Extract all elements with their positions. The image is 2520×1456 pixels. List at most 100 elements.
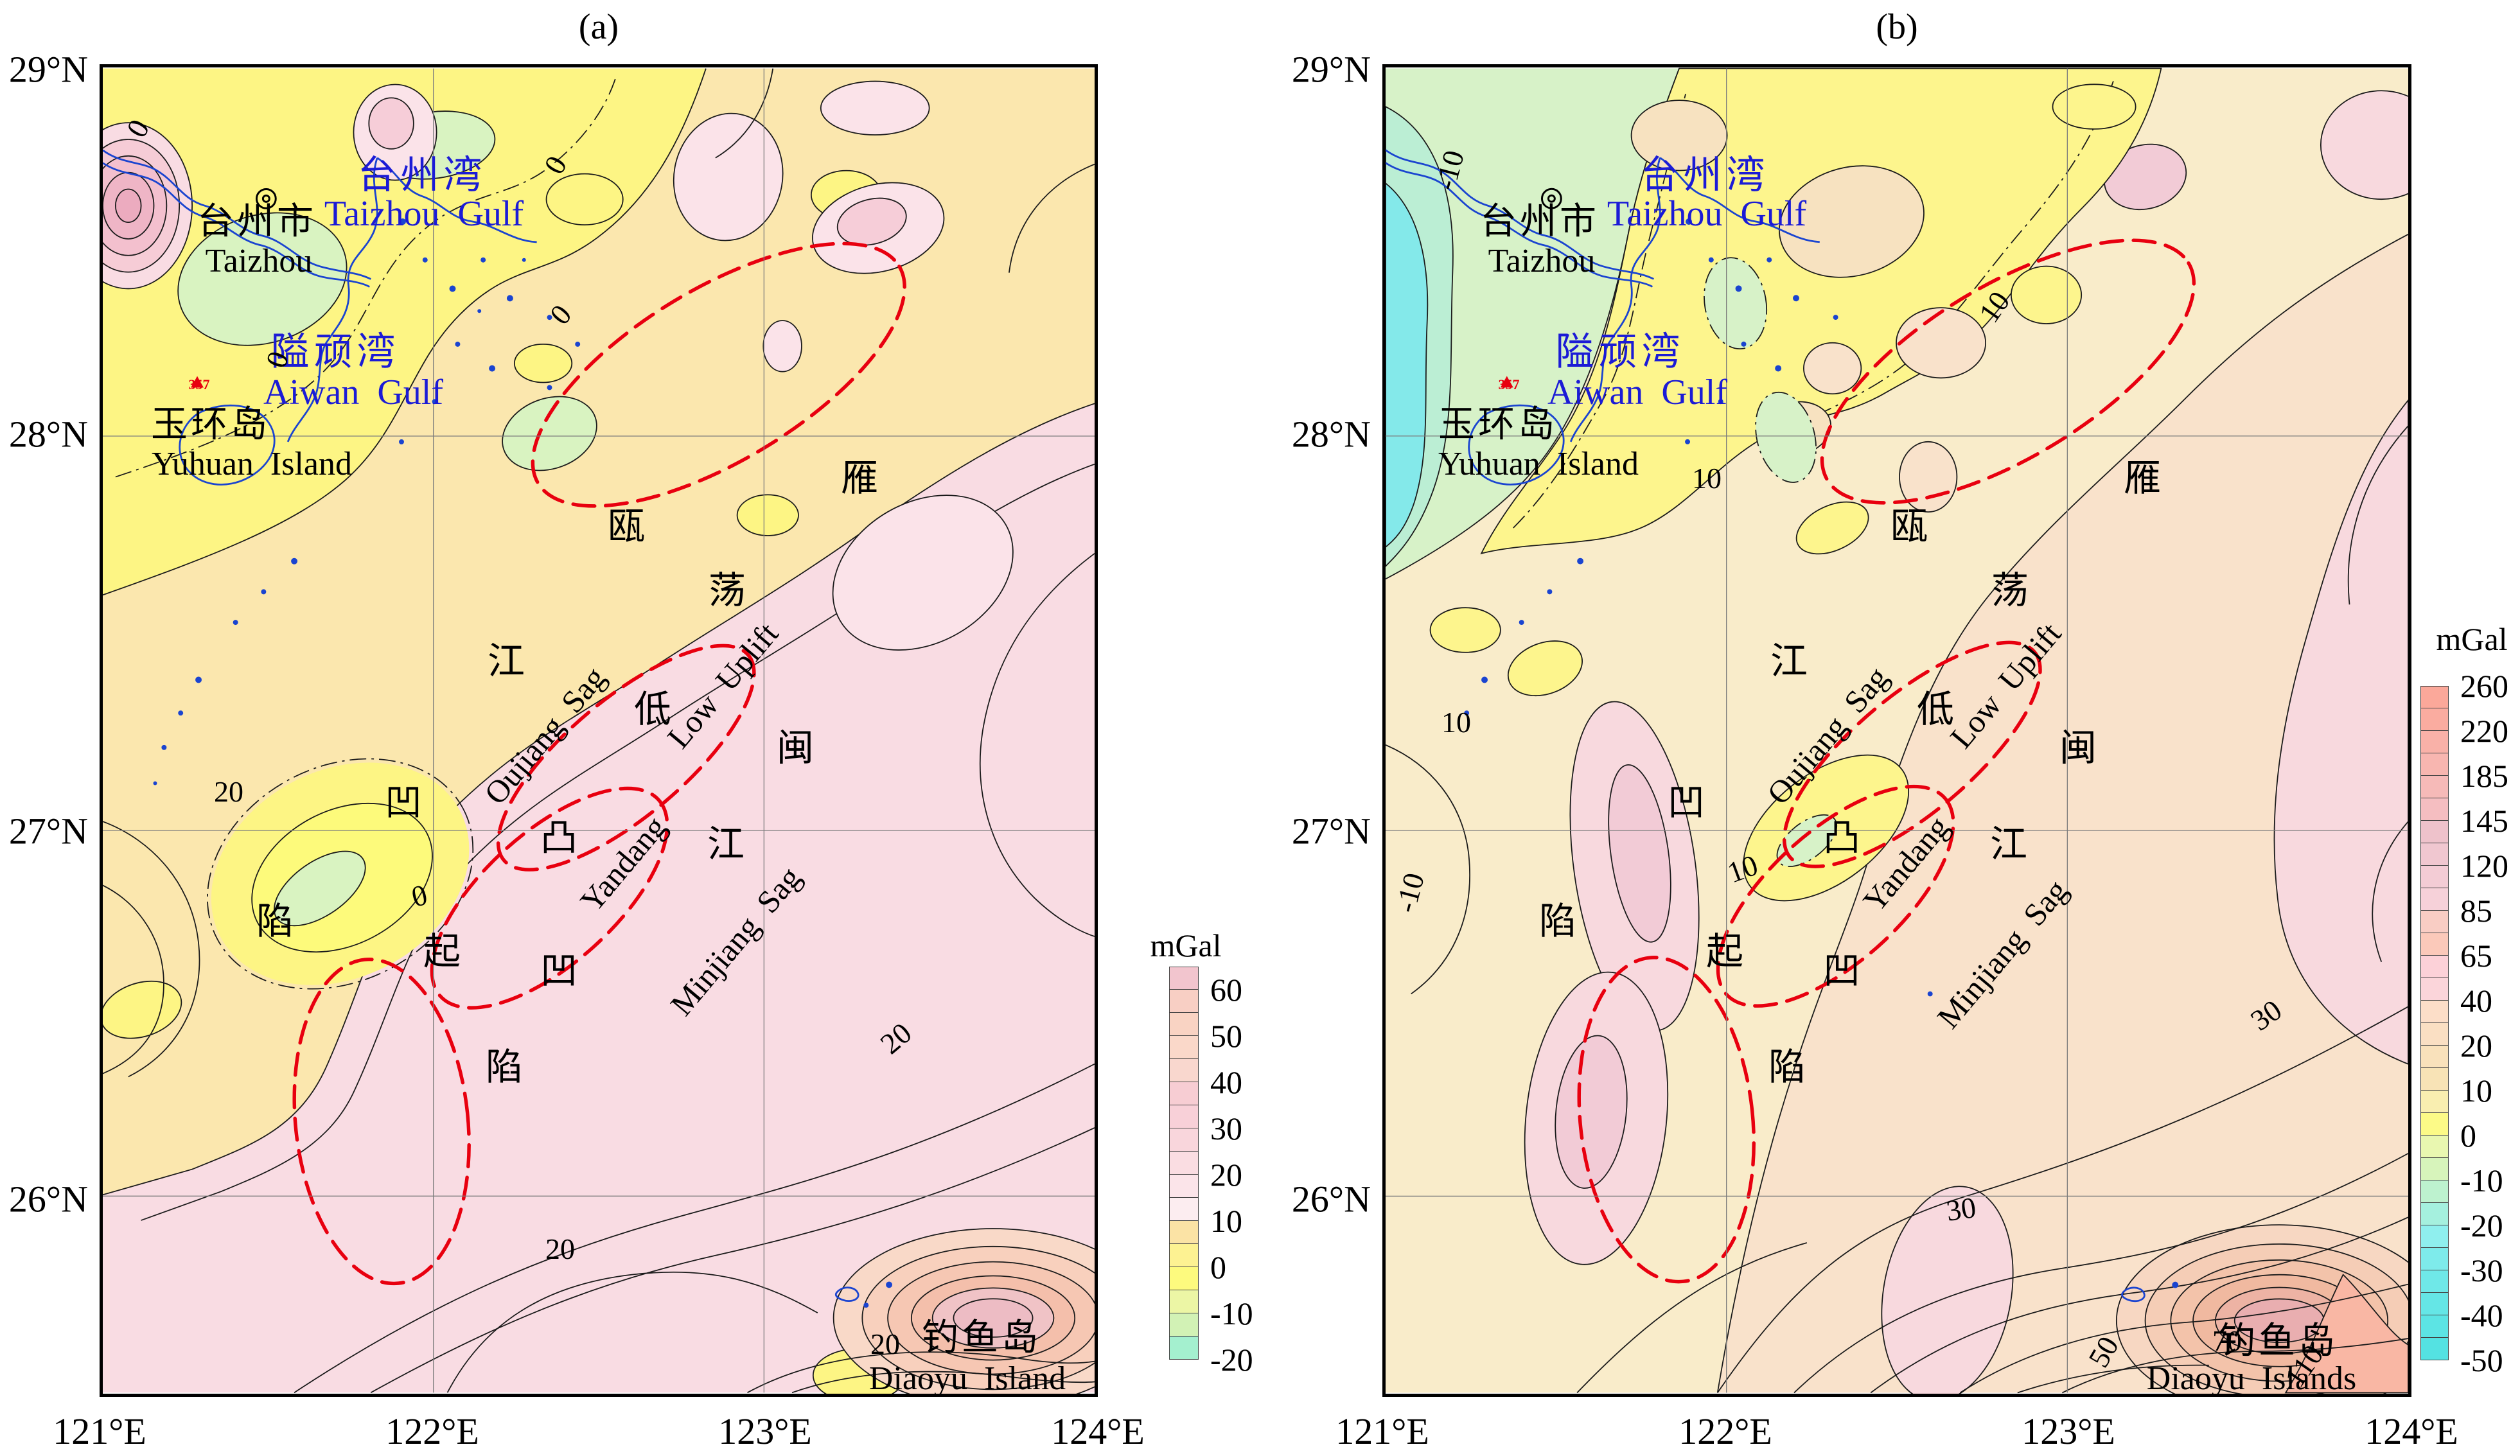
map-label: 玉环岛 [151, 404, 270, 445]
legend-cell [1169, 1036, 1199, 1059]
legend-cell [2420, 956, 2449, 978]
map-label: 凸 [1822, 817, 1861, 859]
summit-triangle-icon [191, 376, 204, 388]
legend-cell [1169, 1198, 1199, 1221]
legend-cell [1169, 1267, 1199, 1290]
city-marker-icon [1540, 188, 1562, 209]
legend-tick-label: -10 [1210, 1295, 1253, 1331]
legend-colorbar-a [1169, 967, 1199, 1360]
map-label: Aiwan Gulf [1547, 373, 1727, 412]
legend-tick-label: -50 [2460, 1342, 2503, 1378]
legend-cell [2420, 843, 2449, 866]
legend-cell [2420, 1338, 2449, 1360]
lon-label-a: 121°E [53, 1410, 146, 1452]
legend-cell [1169, 1105, 1199, 1128]
lat-label-a: 28°N [8, 413, 88, 455]
legend-cell [2420, 1225, 2449, 1248]
legend-tick-label: 60 [1210, 972, 1242, 1008]
legend-tick-label: 10 [1210, 1203, 1242, 1239]
map-label: 江 [1770, 640, 1808, 682]
legend-cell [2420, 776, 2449, 798]
map-label: 陷 [485, 1046, 524, 1088]
summit-elevation-label: 357 [188, 376, 210, 392]
legend-title-b: mGal [2436, 621, 2508, 657]
map-label: 江 [707, 823, 745, 865]
lat-label-a: 29°N [8, 48, 88, 91]
lon-label-b: 121°E [1335, 1410, 1429, 1452]
map-label: 台州湾 [1640, 154, 1770, 197]
map-label: 起 [1705, 931, 1744, 972]
map-label: Taizhou Gulf [324, 194, 524, 234]
legend-cell [2420, 798, 2449, 821]
legend-tick-label: 40 [2460, 983, 2492, 1019]
legend-tick-label: -40 [2460, 1297, 2503, 1333]
lon-label-b: 123°E [2022, 1410, 2115, 1452]
legend-cell [2420, 1203, 2449, 1225]
legend-cell [2420, 1001, 2449, 1023]
legend-tick-label: 0 [2460, 1118, 2476, 1153]
legend-cell [2420, 911, 2449, 933]
legend-cell [2420, 1158, 2449, 1180]
map-label: 瓯 [1890, 505, 1928, 547]
legend-cell [2420, 1023, 2449, 1046]
contour-label: 20 [870, 1328, 900, 1360]
panel-b-contour-art [1386, 67, 2408, 1394]
legend-tick-label: 145 [2460, 803, 2508, 839]
legend-colorbar-b [2420, 686, 2449, 1360]
lon-label-b: 122°E [1679, 1410, 1772, 1452]
legend-cell [1169, 1059, 1199, 1082]
panel-a-title: (a) [578, 7, 619, 47]
legend-cell [2420, 1068, 2449, 1091]
legend-cell [2420, 731, 2449, 753]
legend-cell [2420, 978, 2449, 1001]
legend-tick-label: 260 [2460, 668, 2508, 704]
legend-cell [2420, 1046, 2449, 1068]
legend-cell [1169, 1337, 1199, 1360]
map-label: 台州市 [1480, 201, 1599, 242]
map-label: Yuhuan Island [152, 446, 352, 482]
legend-cell [1169, 967, 1199, 990]
legend-title-a: mGal [1150, 927, 1222, 963]
legend-cell [2420, 1293, 2449, 1315]
legend-cell [2420, 1091, 2449, 1113]
map-label: 闽 [776, 727, 815, 769]
legend-cell [1169, 1221, 1199, 1244]
legend-tick-label: 0 [1210, 1249, 1226, 1285]
legend-cell [2420, 1136, 2449, 1158]
map-label: Taizhou [1488, 243, 1596, 279]
legend-cell [1169, 1013, 1199, 1036]
map-label: 钓鱼岛 [922, 1317, 1041, 1358]
legend-cell [2420, 1315, 2449, 1338]
panel-b-map: 台州市 Taizhou 台州湾 Taizhou Gulf 隘顽湾 Aiwan Gulf 玉环… [1382, 64, 2411, 1397]
panel-a-contour-art [103, 68, 1095, 1394]
map-label: 瓯 [607, 505, 646, 547]
legend-tick-label: 40 [1210, 1064, 1242, 1100]
legend-tick-label: 20 [2460, 1028, 2492, 1064]
map-label: 低 [633, 689, 672, 730]
map-label: 雁 [840, 457, 879, 499]
contour-label: 30 [1944, 1191, 1978, 1227]
lon-label-a: 122°E [385, 1410, 479, 1452]
legend-cell [1169, 1128, 1199, 1152]
legend-tick-label: 30 [1210, 1110, 1242, 1146]
map-label: 凹 [384, 782, 423, 823]
legend-tick-label: 65 [2460, 938, 2492, 974]
map-label: Taizhou Gulf [1607, 194, 1807, 234]
map-label: 雁 [2123, 457, 2162, 499]
legend-cell [2420, 1113, 2449, 1136]
map-label: 江 [1989, 823, 2028, 865]
legend-cell [1169, 1175, 1199, 1198]
islet-dots [153, 218, 893, 1308]
legend-tick-label: 185 [2460, 758, 2508, 794]
map-label: 隘顽湾 [1555, 331, 1685, 373]
panel-a-map: 台州市 Taizhou 台州湾 Taizhou Gulf 隘顽湾 Aiwan Gulf 玉环… [100, 64, 1098, 1397]
legend-cell [1169, 1290, 1199, 1313]
map-label: 荡 [1991, 570, 2029, 611]
legend-cell [2420, 686, 2449, 708]
map-label: 荡 [708, 570, 746, 611]
legend-cell [1169, 990, 1199, 1013]
map-label: 台州市 [197, 201, 317, 242]
lat-label-b: 29°N [1291, 48, 1371, 91]
map-label: 隘顽湾 [270, 331, 400, 373]
legend-tick-label: -10 [2460, 1162, 2503, 1198]
